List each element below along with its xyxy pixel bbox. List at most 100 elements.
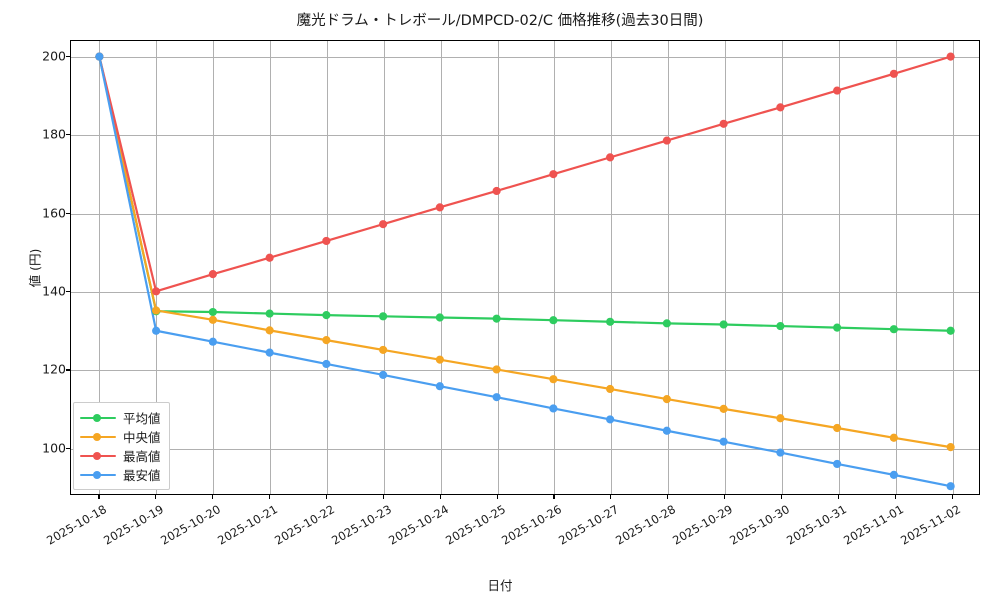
- data-point-marker: [833, 86, 842, 95]
- data-point-marker: [662, 136, 671, 145]
- data-point-marker: [322, 336, 331, 345]
- gridline-vertical: [326, 41, 328, 494]
- plot-area: [70, 40, 980, 495]
- gridline-vertical: [781, 41, 783, 494]
- data-point-marker: [435, 355, 444, 364]
- data-point-marker: [208, 307, 217, 317]
- y-tick-mark: [66, 291, 70, 293]
- data-point-marker: [776, 448, 785, 457]
- data-point-marker: [95, 52, 104, 61]
- legend-item[interactable]: 最高値: [80, 446, 161, 465]
- data-point-marker: [435, 203, 444, 212]
- gridline-vertical: [668, 41, 670, 494]
- gridline-horizontal: [71, 135, 979, 137]
- data-point-marker: [833, 423, 842, 433]
- x-tick-mark: [951, 495, 953, 499]
- legend-item[interactable]: 中央値: [80, 427, 161, 446]
- data-point-marker: [946, 482, 955, 491]
- data-point-marker: [208, 270, 217, 279]
- x-tick-mark: [667, 495, 669, 499]
- x-tick-mark: [439, 495, 441, 499]
- data-point-marker: [322, 359, 331, 369]
- legend-swatch-icon: [80, 430, 116, 444]
- data-point-marker: [606, 415, 615, 424]
- x-tick-label: 2025-10-29: [670, 502, 736, 548]
- x-tick-mark: [382, 495, 384, 499]
- gridline-vertical: [895, 41, 897, 494]
- x-tick-label: 2025-10-20: [158, 502, 224, 548]
- x-axis-ticks: 2025-10-18 2025-10-19 2025-10-20 2025-10-21…: [45, 495, 980, 595]
- data-point-marker: [208, 337, 217, 346]
- data-point-marker: [549, 316, 558, 325]
- y-tick-label: 120: [42, 361, 66, 377]
- x-tick-label: 2025-10-28: [613, 502, 679, 548]
- series-line: [98, 55, 952, 293]
- series-line: [98, 55, 952, 449]
- gridline-vertical: [99, 41, 101, 494]
- series-lines-layer: [95, 52, 955, 491]
- gridline-vertical: [156, 41, 158, 494]
- data-point-marker: [152, 306, 161, 315]
- x-tick-mark: [553, 495, 555, 499]
- data-point-marker: [152, 326, 161, 335]
- gridline-horizontal: [71, 292, 979, 294]
- x-tick-mark: [155, 495, 157, 499]
- legend-swatch-icon: [80, 411, 116, 425]
- data-point-marker: [833, 459, 842, 469]
- data-point-marker: [152, 287, 161, 296]
- data-point-marker: [379, 370, 388, 379]
- gridline-horizontal: [71, 448, 979, 450]
- x-tick-mark: [325, 495, 328, 499]
- y-tick-label: 200: [42, 48, 66, 64]
- data-point-marker: [322, 311, 331, 320]
- x-tick-label: 2025-10-25: [442, 502, 508, 548]
- x-tick-label: 2025-10-24: [385, 502, 451, 548]
- gridline-vertical: [383, 41, 385, 494]
- x-tick-label: 2025-10-23: [328, 502, 394, 548]
- y-axis-ticks: 100 120 140 160 180 200: [14, 40, 70, 495]
- y-tick-label: 160: [42, 205, 66, 221]
- data-point-marker: [776, 321, 785, 331]
- y-tick-label: 140: [42, 283, 66, 299]
- gridline-horizontal: [71, 370, 979, 372]
- data-point-marker: [549, 170, 558, 179]
- data-point-marker: [379, 345, 388, 354]
- legend-item-label: 最安値: [123, 468, 161, 483]
- y-tick-label: 100: [42, 440, 66, 456]
- gridline-vertical: [554, 41, 556, 494]
- data-point-marker: [889, 325, 898, 334]
- data-point-marker: [662, 319, 671, 328]
- data-point-marker: [322, 236, 331, 246]
- data-point-marker: [549, 375, 558, 384]
- data-point-marker: [776, 103, 785, 112]
- x-tick-mark: [610, 495, 612, 499]
- x-tick-label: 2025-10-18: [44, 502, 110, 548]
- y-tick-label: 180: [42, 126, 66, 142]
- x-tick-label: 2025-10-30: [727, 502, 792, 548]
- data-point-marker: [379, 220, 388, 229]
- data-point-marker: [435, 313, 444, 322]
- gridline-horizontal: [71, 213, 979, 215]
- gridline-vertical: [838, 41, 840, 494]
- legend-item[interactable]: 最安値: [80, 465, 161, 484]
- legend-item[interactable]: 平均値: [80, 408, 161, 427]
- chart-title: 魔光ドラム・トレボール/DMPCD-02/C 価格推移(過去30日間): [296, 13, 704, 29]
- legend-swatch-icon: [80, 449, 116, 463]
- y-tick-mark: [66, 447, 70, 450]
- data-point-marker: [492, 393, 501, 402]
- x-axis-label: 日付: [487, 578, 513, 593]
- data-point-marker: [889, 433, 898, 442]
- gridline-vertical: [497, 41, 499, 494]
- y-tick-mark: [66, 134, 70, 136]
- data-point-marker: [946, 52, 955, 61]
- gridline-vertical: [725, 41, 727, 494]
- gridline-vertical: [440, 41, 442, 494]
- data-point-marker: [946, 443, 955, 452]
- data-point-marker: [492, 365, 501, 374]
- x-tick-label: 2025-11-02: [897, 502, 963, 548]
- legend-item-label: 中央値: [123, 430, 161, 445]
- gridline-vertical: [952, 41, 954, 494]
- series-line: [98, 55, 952, 332]
- gridline-horizontal: [71, 56, 979, 58]
